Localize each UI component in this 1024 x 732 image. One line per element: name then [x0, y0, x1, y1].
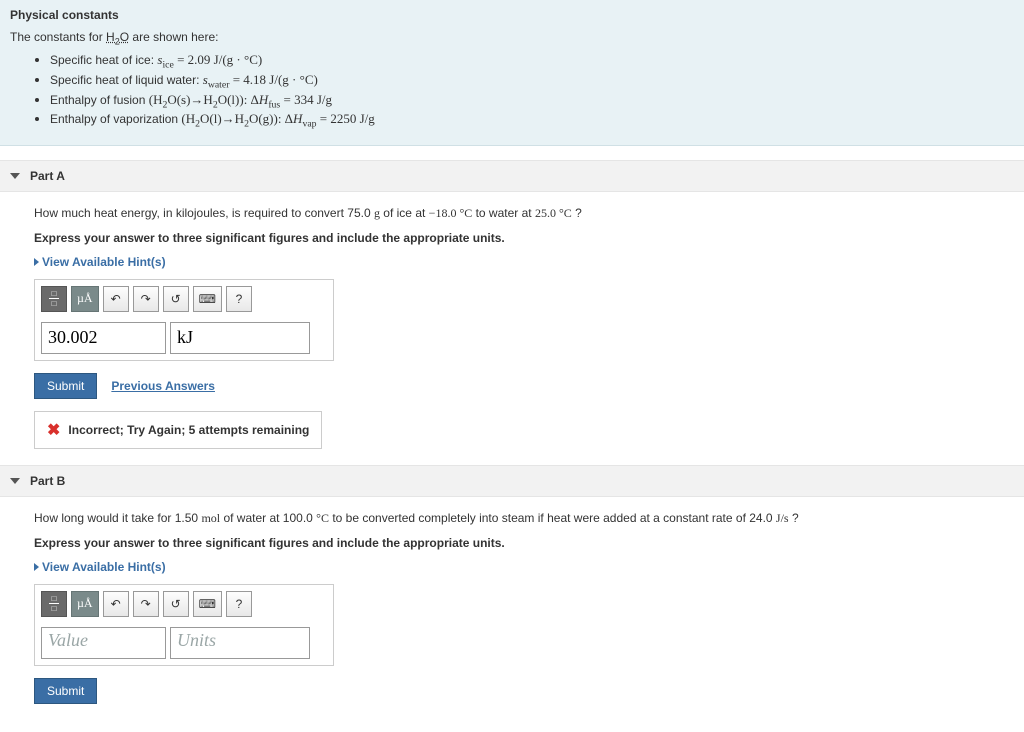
part-a-question: How much heat energy, in kilojoules, is …	[34, 206, 1024, 221]
answer-box-a: □□ µÅ ↶ ↷ ↺ ⌨ ?	[34, 279, 334, 361]
part-b-instruction: Express your answer to three significant…	[34, 536, 1024, 550]
submit-button[interactable]: Submit	[34, 678, 97, 704]
submit-row: Submit Previous Answers	[34, 373, 1024, 399]
constants-panel: Physical constants The constants for H2O…	[0, 0, 1024, 146]
undo-button[interactable]: ↶	[103, 591, 129, 617]
chevron-down-icon	[10, 478, 20, 484]
value-input[interactable]	[41, 322, 166, 354]
units-symbol-button[interactable]: µÅ	[71, 591, 99, 617]
reset-button[interactable]: ↺	[163, 286, 189, 312]
view-hints-link[interactable]: View Available Hint(s)	[34, 560, 166, 574]
part-a-title: Part A	[30, 169, 65, 183]
list-item: Enthalpy of vaporization (H2O(l)→H2O(g))…	[50, 111, 1014, 130]
redo-button[interactable]: ↷	[133, 286, 159, 312]
reset-button[interactable]: ↺	[163, 591, 189, 617]
keyboard-button[interactable]: ⌨	[193, 591, 222, 617]
help-button[interactable]: ?	[226, 286, 252, 312]
part-a-instruction: Express your answer to three significant…	[34, 231, 1024, 245]
input-row: Value Units	[41, 627, 327, 659]
part-a-body: How much heat energy, in kilojoules, is …	[0, 206, 1024, 465]
view-hints-link[interactable]: View Available Hint(s)	[34, 255, 166, 269]
value-input[interactable]: Value	[41, 627, 166, 659]
feedback-text: Incorrect; Try Again; 5 attempts remaini…	[68, 423, 309, 437]
chevron-right-icon	[34, 563, 39, 571]
input-row	[41, 322, 327, 354]
help-button[interactable]: ?	[226, 591, 252, 617]
text: The constants for	[10, 30, 106, 44]
chevron-right-icon	[34, 258, 39, 266]
fraction-icon: □□	[49, 290, 59, 307]
answer-toolbar: □□ µÅ ↶ ↷ ↺ ⌨ ?	[41, 286, 327, 312]
hints-label: View Available Hint(s)	[42, 560, 166, 574]
feedback-box: ✖ Incorrect; Try Again; 5 attempts remai…	[34, 411, 322, 449]
template-button[interactable]: □□	[41, 286, 67, 312]
hints-label: View Available Hint(s)	[42, 255, 166, 269]
answer-box-b: □□ µÅ ↶ ↷ ↺ ⌨ ? Value Units	[34, 584, 334, 666]
part-a-header[interactable]: Part A	[0, 160, 1024, 192]
previous-answers-link[interactable]: Previous Answers	[111, 379, 215, 393]
chevron-down-icon	[10, 173, 20, 179]
part-b-question: How long would it take for 1.50 mol of w…	[34, 511, 1024, 526]
constants-intro: The constants for H2O are shown here:	[10, 30, 1014, 46]
submit-row: Submit	[34, 678, 1024, 704]
keyboard-button[interactable]: ⌨	[193, 286, 222, 312]
list-item: Enthalpy of fusion (H2O(s)→H2O(l)): ΔHfu…	[50, 92, 1014, 111]
submit-button[interactable]: Submit	[34, 373, 97, 399]
redo-button[interactable]: ↷	[133, 591, 159, 617]
constants-title: Physical constants	[10, 8, 1014, 22]
units-symbol-button[interactable]: µÅ	[71, 286, 99, 312]
part-b-body: How long would it take for 1.50 mol of w…	[0, 511, 1024, 732]
fraction-icon: □□	[49, 595, 59, 612]
formula-h2o: H2O	[106, 30, 129, 44]
part-b-title: Part B	[30, 474, 65, 488]
units-input[interactable]	[170, 322, 310, 354]
undo-button[interactable]: ↶	[103, 286, 129, 312]
constants-list: Specific heat of ice: sice = 2.09 J/(g ·…	[10, 52, 1014, 129]
text: are shown here:	[129, 30, 218, 44]
list-item: Specific heat of liquid water: swater = …	[50, 72, 1014, 91]
list-item: Specific heat of ice: sice = 2.09 J/(g ·…	[50, 52, 1014, 71]
answer-toolbar: □□ µÅ ↶ ↷ ↺ ⌨ ?	[41, 591, 327, 617]
units-input[interactable]: Units	[170, 627, 310, 659]
template-button[interactable]: □□	[41, 591, 67, 617]
incorrect-icon: ✖	[47, 420, 60, 440]
part-b-header[interactable]: Part B	[0, 465, 1024, 497]
